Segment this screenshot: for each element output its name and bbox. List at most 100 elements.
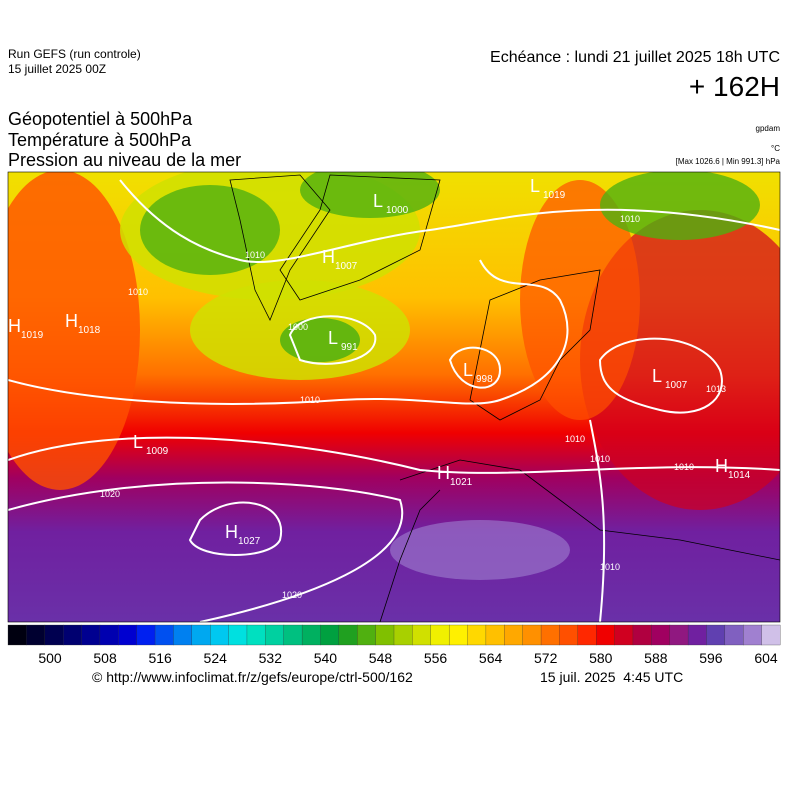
isobar-label: 1020 [282, 590, 302, 600]
center-letter: H [715, 456, 728, 476]
isobar-label: 1010 [674, 462, 694, 472]
colorbar-label: 588 [644, 650, 668, 666]
colorbar-swatch [651, 624, 671, 646]
center-value: 1009 [146, 446, 169, 457]
center-letter: H [8, 316, 21, 336]
colorbar-swatch [228, 624, 248, 646]
issued-time: 15 juil. 2025 4:45 UTC [540, 669, 683, 685]
colorbar-swatch [743, 624, 763, 646]
coastline [229, 174, 331, 321]
isobar [598, 337, 723, 414]
field-area [280, 318, 360, 362]
field-area [390, 520, 570, 580]
colorbar-swatch [191, 624, 211, 646]
colorbar-swatch [412, 624, 432, 646]
colorbar-swatch [81, 624, 101, 646]
center-letter: L [530, 176, 540, 196]
isobar [288, 315, 377, 365]
colorbar-swatch [761, 624, 781, 646]
center-value: 1027 [238, 536, 261, 547]
colorbar-swatch [669, 624, 689, 646]
center-value: 1007 [335, 261, 358, 272]
map-frame [7, 171, 781, 623]
coastline [379, 489, 441, 622]
lead-time: + 162H [689, 71, 780, 102]
isobar-label: 1020 [100, 489, 120, 499]
field-title: Température à 500hPa [8, 130, 192, 150]
isobar [8, 436, 780, 474]
center-letter: H [437, 463, 450, 483]
colorbar-label: 532 [259, 650, 283, 666]
colorbar-label: 508 [93, 650, 117, 666]
isobar [448, 346, 502, 389]
colorbar: 500 508 516 524 532 540 548 556 564 572 580 588 596 6… [7, 624, 781, 666]
colorbar-swatch [375, 624, 395, 646]
center-letter: L [652, 366, 662, 386]
isobar-label: 1010 [600, 562, 620, 572]
run-date: 15 juillet 2025 00Z [8, 62, 106, 76]
colorbar-swatch [687, 624, 707, 646]
colorbar-swatch [99, 624, 119, 646]
colorbar-swatch [485, 624, 505, 646]
center-value: 1007 [665, 380, 688, 391]
center-letter: L [373, 191, 383, 211]
center-letter: H [65, 311, 78, 331]
colorbar-label: 604 [754, 650, 778, 666]
colorbar-label: 564 [479, 650, 503, 666]
isobar-label: 1010 [128, 287, 148, 297]
colorbar-label: 540 [314, 650, 338, 666]
run-label: Run GEFS (run controle) [8, 47, 141, 61]
map [8, 172, 780, 622]
center-letter: L [328, 328, 338, 348]
center-value: 1019 [21, 330, 44, 341]
isobar-label: 1010 [590, 454, 610, 464]
colorbar-swatch [448, 624, 468, 646]
field-area [520, 180, 640, 420]
colorbar-swatch [724, 624, 744, 646]
colorbar-swatch [504, 624, 524, 646]
field-area [600, 172, 760, 240]
colorbar-swatch [265, 624, 285, 646]
field-area [300, 172, 440, 218]
colorbar-swatch [522, 624, 542, 646]
colorbar-swatch [614, 624, 634, 646]
colorbar-swatch [338, 624, 358, 646]
colorbar-swatch [706, 624, 726, 646]
isobar-label: 1010 [245, 250, 265, 260]
colorbar-label: 556 [424, 650, 448, 666]
source-url: © http://www.infoclimat.fr/z/gefs/europe… [92, 669, 413, 685]
unit-label: gpdam [756, 124, 781, 133]
center-value: 1018 [78, 325, 101, 336]
center-letter: H [322, 247, 335, 267]
isobar-label: 1000 [288, 322, 308, 332]
center-value: 991 [341, 342, 358, 353]
isobar [188, 501, 283, 556]
colorbar-swatch [540, 624, 560, 646]
coastline [399, 459, 780, 561]
colorbar-swatch [632, 624, 652, 646]
colorbar-label: 580 [589, 650, 613, 666]
center-value: 1021 [450, 477, 473, 488]
colorbar-swatch [559, 624, 579, 646]
isobar [8, 259, 569, 405]
field-title: Géopotentiel à 500hPa [8, 109, 193, 129]
colorbar-swatch [467, 624, 487, 646]
colorbar-swatch [26, 624, 46, 646]
isobar-label: 1013 [706, 384, 726, 394]
isobar [119, 179, 780, 264]
colorbar-swatch [430, 624, 450, 646]
unit-label: [Max 1026.6 | Min 991.3] hPa [676, 157, 781, 166]
unit-label: °C [771, 144, 780, 153]
valid-time: Echéance : lundi 21 juillet 2025 18h UTC [490, 49, 780, 66]
coastline [469, 269, 601, 421]
colorbar-swatch [283, 624, 303, 646]
colorbar-label: 596 [699, 650, 723, 666]
isobar-label: 1010 [300, 395, 320, 405]
colorbar-swatch [357, 624, 377, 646]
colorbar-swatch [7, 624, 27, 646]
center-value: 998 [476, 374, 493, 385]
colorbar-label: 548 [369, 650, 393, 666]
